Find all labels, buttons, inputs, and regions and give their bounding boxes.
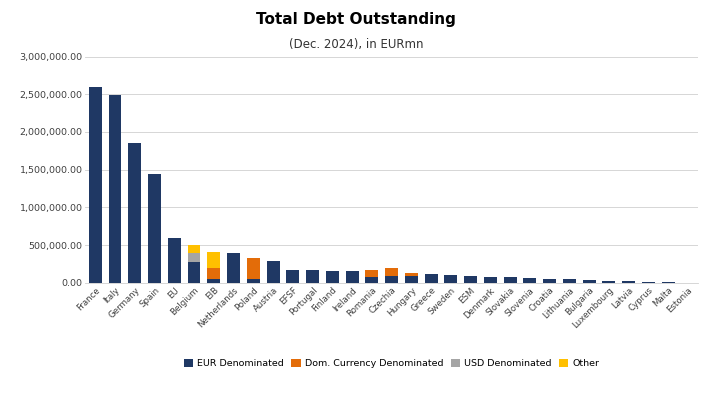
Bar bbox=[346, 271, 359, 283]
Bar bbox=[227, 252, 240, 283]
Bar bbox=[385, 269, 398, 276]
Bar bbox=[188, 252, 201, 263]
Bar bbox=[247, 258, 260, 279]
Bar bbox=[306, 270, 319, 283]
Bar bbox=[188, 245, 201, 252]
Bar bbox=[464, 276, 477, 283]
Bar bbox=[365, 270, 378, 277]
Bar bbox=[405, 276, 418, 283]
Bar bbox=[444, 275, 457, 283]
Bar bbox=[582, 280, 595, 283]
Text: Total Debt Outstanding: Total Debt Outstanding bbox=[256, 12, 456, 27]
Bar bbox=[247, 279, 260, 283]
Bar bbox=[326, 271, 339, 283]
Bar bbox=[622, 281, 635, 283]
Bar bbox=[642, 282, 655, 283]
Bar bbox=[365, 277, 378, 283]
Bar bbox=[523, 278, 536, 283]
Bar bbox=[207, 268, 220, 279]
Bar bbox=[286, 269, 299, 283]
Bar bbox=[207, 252, 220, 268]
Text: (Dec. 2024), in EURmn: (Dec. 2024), in EURmn bbox=[289, 38, 423, 51]
Bar bbox=[385, 276, 398, 283]
Bar bbox=[207, 279, 220, 283]
Bar bbox=[109, 95, 122, 283]
Bar bbox=[543, 279, 556, 283]
Bar bbox=[484, 277, 497, 283]
Bar bbox=[503, 277, 516, 283]
Bar bbox=[128, 143, 141, 283]
Bar bbox=[424, 274, 437, 283]
Bar bbox=[602, 280, 615, 283]
Bar bbox=[148, 174, 161, 283]
Bar bbox=[168, 238, 181, 283]
Bar bbox=[89, 87, 102, 283]
Bar bbox=[661, 282, 674, 283]
Bar bbox=[563, 280, 576, 283]
Bar bbox=[267, 261, 280, 283]
Bar bbox=[405, 273, 418, 276]
Legend: EUR Denominated, Dom. Currency Denominated, USD Denominated, Other: EUR Denominated, Dom. Currency Denominat… bbox=[180, 356, 603, 372]
Bar bbox=[188, 263, 201, 283]
